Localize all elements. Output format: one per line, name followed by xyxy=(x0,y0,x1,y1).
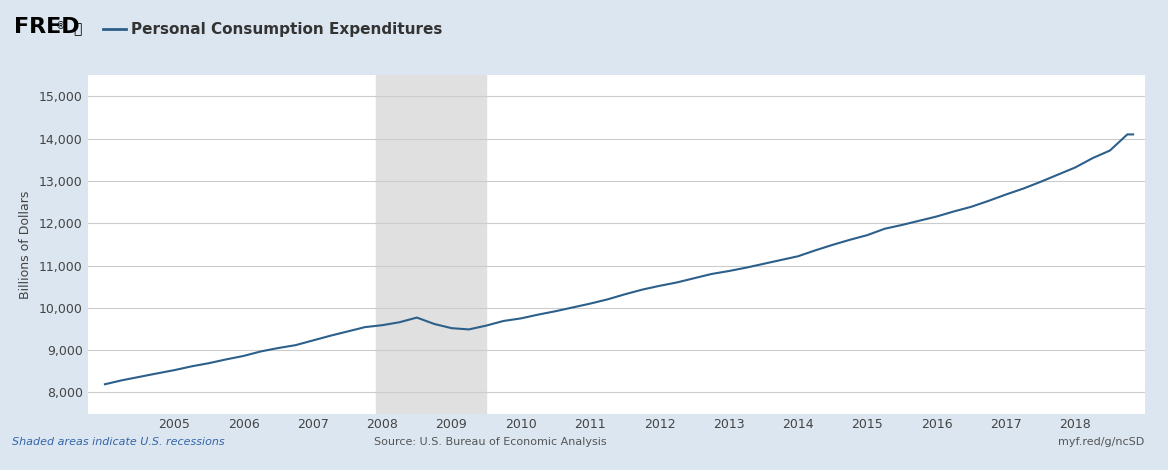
Text: Source: U.S. Bureau of Economic Analysis: Source: U.S. Bureau of Economic Analysis xyxy=(374,437,607,447)
Text: 📈: 📈 xyxy=(74,23,82,36)
Text: myf.red/g/ncSD: myf.red/g/ncSD xyxy=(1058,437,1145,447)
Bar xyxy=(376,75,486,414)
Text: Shaded areas indicate U.S. recessions: Shaded areas indicate U.S. recessions xyxy=(12,437,224,447)
Text: Personal Consumption Expenditures: Personal Consumption Expenditures xyxy=(131,22,443,37)
Text: ®: ® xyxy=(56,21,65,31)
Y-axis label: Billions of Dollars: Billions of Dollars xyxy=(19,190,32,298)
Text: FRED: FRED xyxy=(14,17,79,38)
